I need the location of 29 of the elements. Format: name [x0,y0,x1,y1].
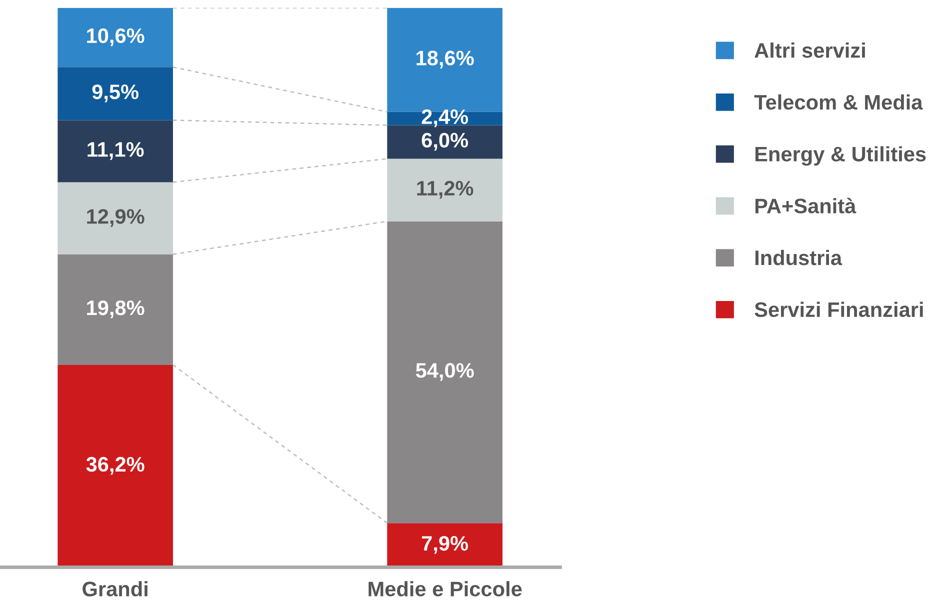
legend-label: Industria [755,250,842,266]
x-tick-label: Grandi [82,581,148,596]
bar [387,523,502,568]
bar [58,120,173,182]
bar [387,158,502,222]
bar [58,254,173,365]
legend-label: Altri servizi [754,42,865,58]
data-label: 11,1% [88,142,144,160]
x-tick-label: Medie e Piccole [368,581,522,596]
data-label: 9,5% [92,84,139,102]
legend-label: Energy & Utilities [755,146,926,166]
data-label: 2,4% [422,109,468,128]
data-label: 10,6% [87,28,144,46]
data-label: 19,8% [87,300,144,318]
bar [387,221,502,524]
legend-label: PA+Sanità [755,198,856,214]
data-label: 36,2% [86,456,144,475]
data-label: 11,2% [417,180,474,199]
legend-label: Telecom & Media [754,94,923,110]
bar [58,8,173,68]
data-label: 54,0% [416,363,474,381]
bar [58,364,173,568]
data-label: 7,9% [422,536,468,554]
data-label: 12,9% [87,209,144,227]
legend-label: Servizi Finanziari [754,302,923,318]
data-label: 6,0% [422,132,468,151]
bar [58,67,173,120]
bar [58,182,173,254]
data-label: 18,6% [416,50,474,68]
